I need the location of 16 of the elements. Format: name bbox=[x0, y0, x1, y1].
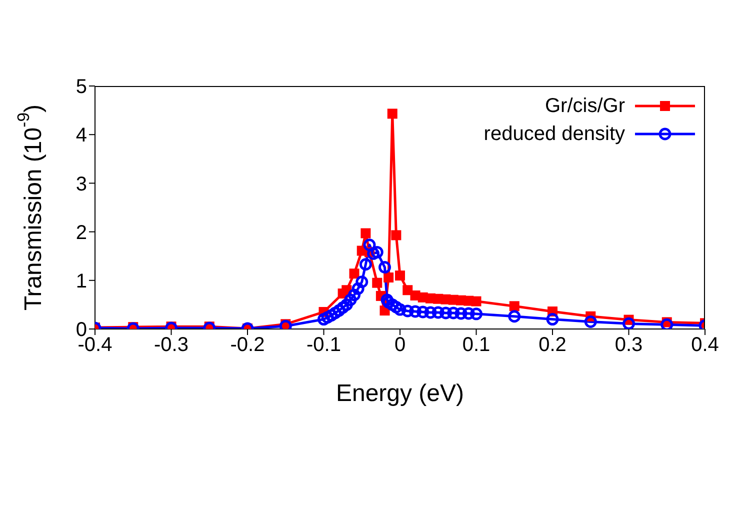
x-tick-label: -0.1 bbox=[306, 334, 341, 356]
y-tick-label: 1 bbox=[76, 270, 87, 292]
y-tick-label: 3 bbox=[76, 173, 87, 196]
x-tick-label: 0.2 bbox=[538, 334, 566, 356]
x-axis-title: Energy (eV) bbox=[336, 380, 464, 407]
legend-label: reduced density bbox=[484, 122, 625, 146]
x-tick-label: -0.3 bbox=[154, 334, 188, 356]
y-tick-label: 2 bbox=[76, 222, 87, 244]
y-tick-label: 4 bbox=[76, 124, 87, 147]
x-tick-label: -0.2 bbox=[230, 334, 265, 356]
x-tick-label: 0.1 bbox=[462, 334, 490, 356]
legend-label: Gr/cis/Gr bbox=[545, 94, 625, 118]
y-tick-label: 5 bbox=[76, 76, 87, 98]
x-tick-label: 0.4 bbox=[691, 334, 719, 356]
x-tick-label: 0.3 bbox=[614, 334, 643, 356]
x-tick-label: 0 bbox=[394, 334, 406, 356]
